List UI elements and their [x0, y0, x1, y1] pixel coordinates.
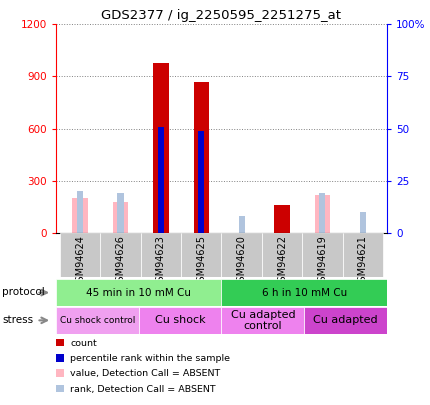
- Text: percentile rank within the sample: percentile rank within the sample: [70, 354, 230, 363]
- Bar: [198, 131, 204, 233]
- Bar: [60, 233, 100, 277]
- Bar: [56, 307, 138, 334]
- Bar: [221, 233, 262, 277]
- Text: GSM94625: GSM94625: [196, 235, 206, 288]
- Text: Cu shock: Cu shock: [155, 315, 206, 325]
- Text: protocol: protocol: [2, 288, 45, 297]
- Bar: [221, 279, 387, 306]
- Bar: [194, 82, 209, 233]
- Bar: [304, 307, 387, 334]
- Bar: [158, 126, 164, 233]
- Bar: [319, 193, 326, 233]
- Bar: [56, 279, 221, 306]
- Bar: [117, 193, 123, 233]
- Text: value, Detection Call = ABSENT: value, Detection Call = ABSENT: [70, 369, 220, 378]
- Text: GSM94623: GSM94623: [156, 235, 166, 288]
- Text: 6 h in 10 mM Cu: 6 h in 10 mM Cu: [261, 288, 347, 298]
- Text: Cu shock control: Cu shock control: [60, 316, 135, 325]
- Bar: [100, 233, 141, 277]
- Text: rank, Detection Call = ABSENT: rank, Detection Call = ABSENT: [70, 385, 216, 394]
- Text: GSM94626: GSM94626: [116, 235, 126, 288]
- Bar: [221, 307, 304, 334]
- Bar: [343, 233, 383, 277]
- Bar: [262, 233, 302, 277]
- Text: GSM94619: GSM94619: [317, 235, 327, 288]
- Bar: [72, 198, 88, 233]
- Bar: [239, 216, 245, 233]
- Bar: [360, 212, 366, 233]
- Text: GSM94622: GSM94622: [277, 235, 287, 288]
- Text: count: count: [70, 339, 97, 347]
- Bar: [77, 191, 83, 233]
- Bar: [113, 202, 128, 233]
- Bar: [315, 195, 330, 233]
- Text: GSM94621: GSM94621: [358, 235, 368, 288]
- Bar: [138, 307, 221, 334]
- Text: GSM94624: GSM94624: [75, 235, 85, 288]
- Text: GSM94620: GSM94620: [237, 235, 247, 288]
- Bar: [153, 62, 169, 233]
- Bar: [181, 233, 221, 277]
- Bar: [302, 233, 343, 277]
- Text: Cu adapted: Cu adapted: [313, 315, 378, 325]
- Text: Cu adapted
control: Cu adapted control: [230, 309, 295, 331]
- Title: GDS2377 / ig_2250595_2251275_at: GDS2377 / ig_2250595_2251275_at: [101, 9, 341, 22]
- Bar: [274, 205, 290, 233]
- Text: 45 min in 10 mM Cu: 45 min in 10 mM Cu: [86, 288, 191, 298]
- Text: stress: stress: [2, 315, 33, 325]
- Bar: [141, 233, 181, 277]
